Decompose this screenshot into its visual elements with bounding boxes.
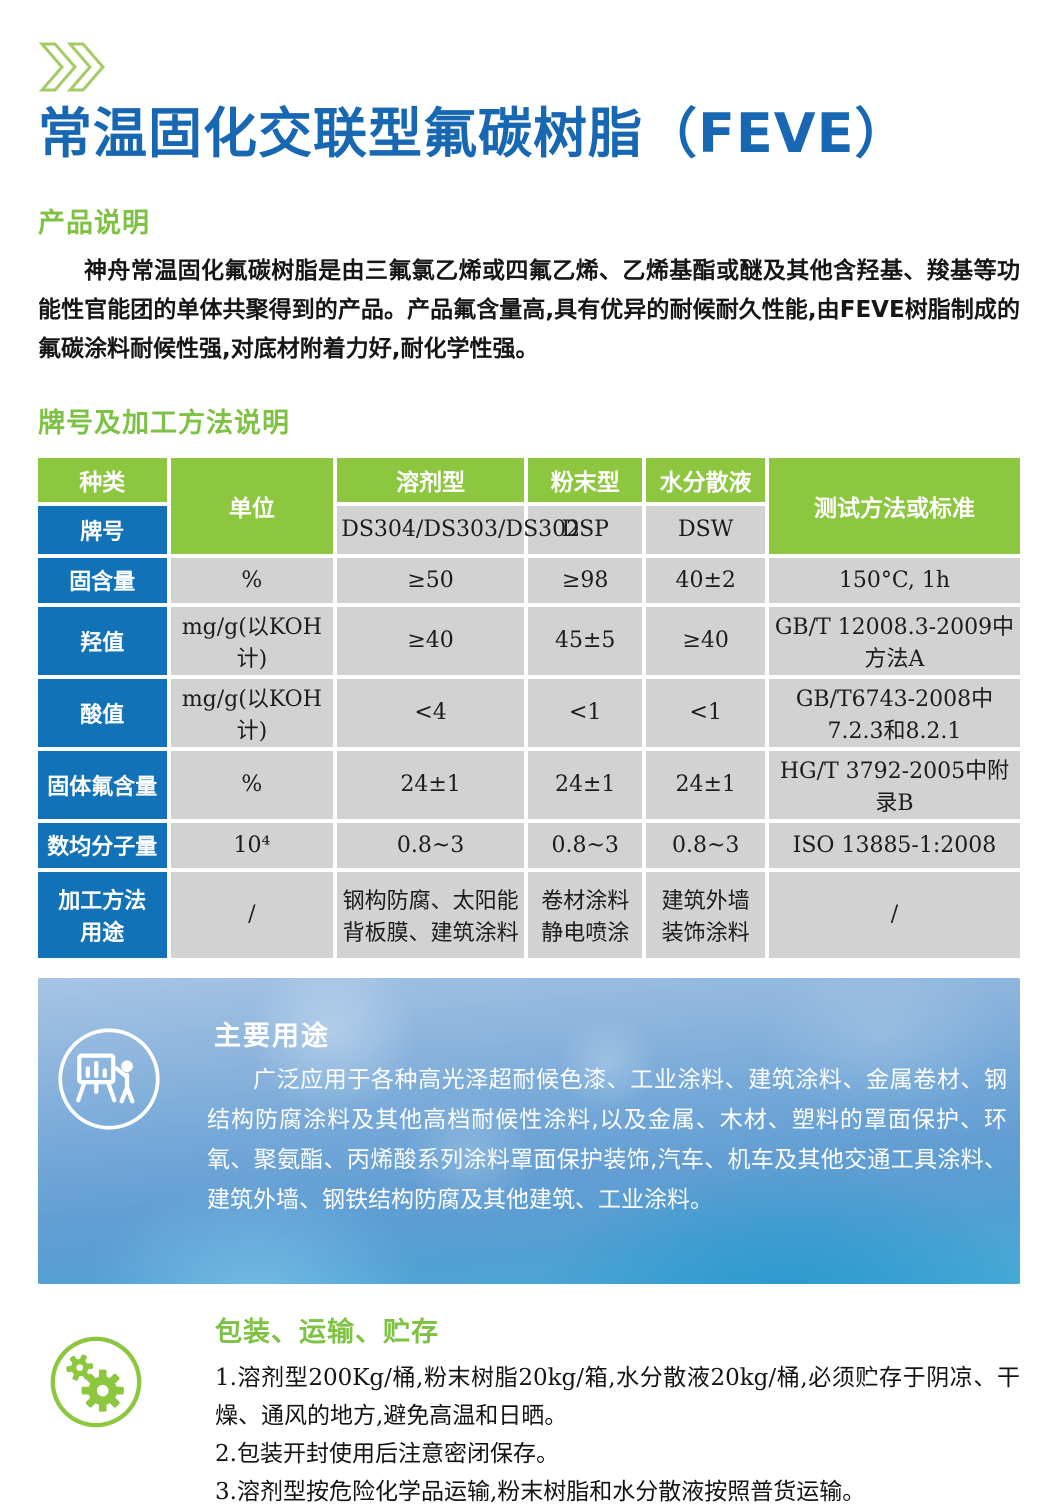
table-cell: 卷材涂料 静电喷涂	[527, 871, 643, 958]
brand-powder-cell: DSP	[527, 505, 643, 554]
presentation-board-icon	[56, 1026, 162, 1136]
packaging-list: 1.溶剂型200Kg/桶,粉末树脂20kg/箱,水分散液20kg/桶,必须贮存于…	[215, 1359, 1020, 1511]
double-chevron-icon	[38, 40, 1020, 96]
kind-header-cell: 种类	[38, 457, 167, 502]
table-cell: 24±1	[527, 750, 643, 819]
table-cell: mg/g(以KOH计)	[170, 606, 334, 675]
grades-section-heading: 牌号及加工方法说明	[38, 407, 290, 439]
row-label-cell: 加工方法 用途	[38, 871, 167, 958]
product-description-text: 神舟常温固化氟碳树脂是由三氟氯乙烯或四氟乙烯、乙烯基酯或醚及其他含羟基、羧基等功…	[38, 257, 1020, 362]
table-cell: 150°C, 1h	[768, 557, 1020, 603]
packaging-item: 1.溶剂型200Kg/桶,粉末树脂20kg/箱,水分散液20kg/桶,必须贮存于…	[215, 1364, 1020, 1429]
table-row: 酸值 mg/g(以KOH计) <4 <1 <1 GB/T6743-2008中7.…	[38, 678, 1020, 747]
row-label-cell: 固体氟含量	[38, 750, 167, 819]
main-uses-heading: 主要用途	[214, 1020, 330, 1052]
brand-header-cell: 牌号	[38, 505, 167, 554]
table-cell: /	[768, 871, 1020, 958]
table-cell: ISO 13885-1:2008	[768, 822, 1020, 868]
table-row: 固含量 % ≥50 ≥98 40±2 150°C, 1h	[38, 557, 1020, 603]
table-cell: 45±5	[527, 606, 643, 675]
type-powder-header-cell: 粉末型	[527, 457, 643, 502]
spec-table: 种类 单位 溶剂型 粉末型 水分散液 测试方法或标准 牌号 DS304/DS30…	[34, 454, 1024, 962]
brand-water-cell: DSW	[646, 505, 765, 554]
table-cell: /	[170, 871, 334, 958]
table-cell: <1	[646, 678, 765, 747]
table-row: 羟值 mg/g(以KOH计) ≥40 45±5 ≥40 GB/T 12008.3…	[38, 606, 1020, 675]
table-cell: 10⁴	[170, 822, 334, 868]
page-title: 常温固化交联型氟碳树脂（FEVE）	[38, 102, 910, 165]
table-cell: ≥40	[337, 606, 524, 675]
row-label-cell: 酸值	[38, 678, 167, 747]
table-cell: <1	[527, 678, 643, 747]
packaging-item: 2.包装开封使用后注意密闭保存。	[215, 1440, 559, 1467]
table-row: 加工方法 用途 / 钢构防腐、太阳能 背板膜、建筑涂料 卷材涂料 静电喷涂 建筑…	[38, 871, 1020, 958]
main-uses-panel: 主要用途 广泛应用于各种高光泽超耐候色漆、工业涂料、建筑涂料、金属卷材、钢结构防…	[38, 977, 1020, 1284]
table-cell: %	[170, 750, 334, 819]
table-cell: ≥40	[646, 606, 765, 675]
unit-header-cell: 单位	[170, 457, 334, 554]
table-cell: <4	[337, 678, 524, 747]
product-description-heading: 产品说明	[38, 207, 150, 239]
gears-icon	[48, 1334, 144, 1434]
table-cell: 0.8~3	[646, 822, 765, 868]
table-cell: 0.8~3	[527, 822, 643, 868]
table-cell: GB/T 12008.3-2009中方法A	[768, 606, 1020, 675]
method-header-cell: 测试方法或标准	[768, 457, 1020, 554]
table-cell: GB/T6743-2008中7.2.3和8.2.1	[768, 678, 1020, 747]
packaging-section: 包装、运输、贮存 1.溶剂型200Kg/桶,粉末树脂20kg/箱,水分散液20k…	[38, 1310, 1020, 1511]
type-water-header-cell: 水分散液	[646, 457, 765, 502]
table-row: 数均分子量 10⁴ 0.8~3 0.8~3 0.8~3 ISO 13885-1:…	[38, 822, 1020, 868]
row-label-cell: 数均分子量	[38, 822, 167, 868]
main-uses-text: 广泛应用于各种高光泽超耐候色漆、工业涂料、建筑涂料、金属卷材、钢结构防腐涂料及其…	[207, 1066, 1007, 1213]
row-label-cell: 固含量	[38, 557, 167, 603]
table-cell: 0.8~3	[337, 822, 524, 868]
packaging-item: 3.溶剂型按危险化学品运输,粉末树脂和水分散液按照普货运输。	[215, 1478, 866, 1505]
datasheet-page: 常温固化交联型氟碳树脂（FEVE） 产品说明 神舟常温固化氟碳树脂是由三氟氯乙烯…	[34, 40, 1024, 1505]
table-cell: 24±1	[646, 750, 765, 819]
table-cell: HG/T 3792-2005中附录B	[768, 750, 1020, 819]
table-row: 固体氟含量 % 24±1 24±1 24±1 HG/T 3792-2005中附录…	[38, 750, 1020, 819]
table-cell: 24±1	[337, 750, 524, 819]
table-cell: ≥50	[337, 557, 524, 603]
table-cell: ≥98	[527, 557, 643, 603]
table-cell: 40±2	[646, 557, 765, 603]
row-label-cell: 羟值	[38, 606, 167, 675]
table-cell: mg/g(以KOH计)	[170, 678, 334, 747]
table-cell: %	[170, 557, 334, 603]
type-solvent-header-cell: 溶剂型	[337, 457, 524, 502]
table-cell: 建筑外墙 装饰涂料	[646, 871, 765, 958]
brand-solvent-cell: DS304/DS303/DS302	[337, 505, 580, 554]
table-cell: 钢构防腐、太阳能 背板膜、建筑涂料	[337, 871, 524, 958]
packaging-heading: 包装、运输、贮存	[215, 1316, 439, 1348]
